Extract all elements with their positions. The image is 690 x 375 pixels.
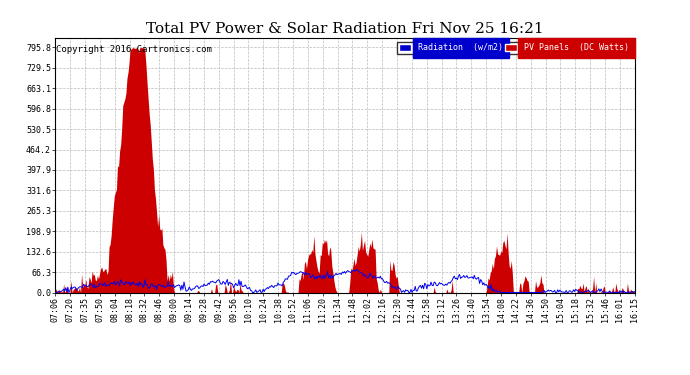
- Title: Total PV Power & Solar Radiation Fri Nov 25 16:21: Total PV Power & Solar Radiation Fri Nov…: [146, 22, 544, 36]
- Legend: Radiation  (w/m2), PV Panels  (DC Watts): Radiation (w/m2), PV Panels (DC Watts): [397, 42, 631, 54]
- Text: Copyright 2016 Cartronics.com: Copyright 2016 Cartronics.com: [57, 45, 213, 54]
